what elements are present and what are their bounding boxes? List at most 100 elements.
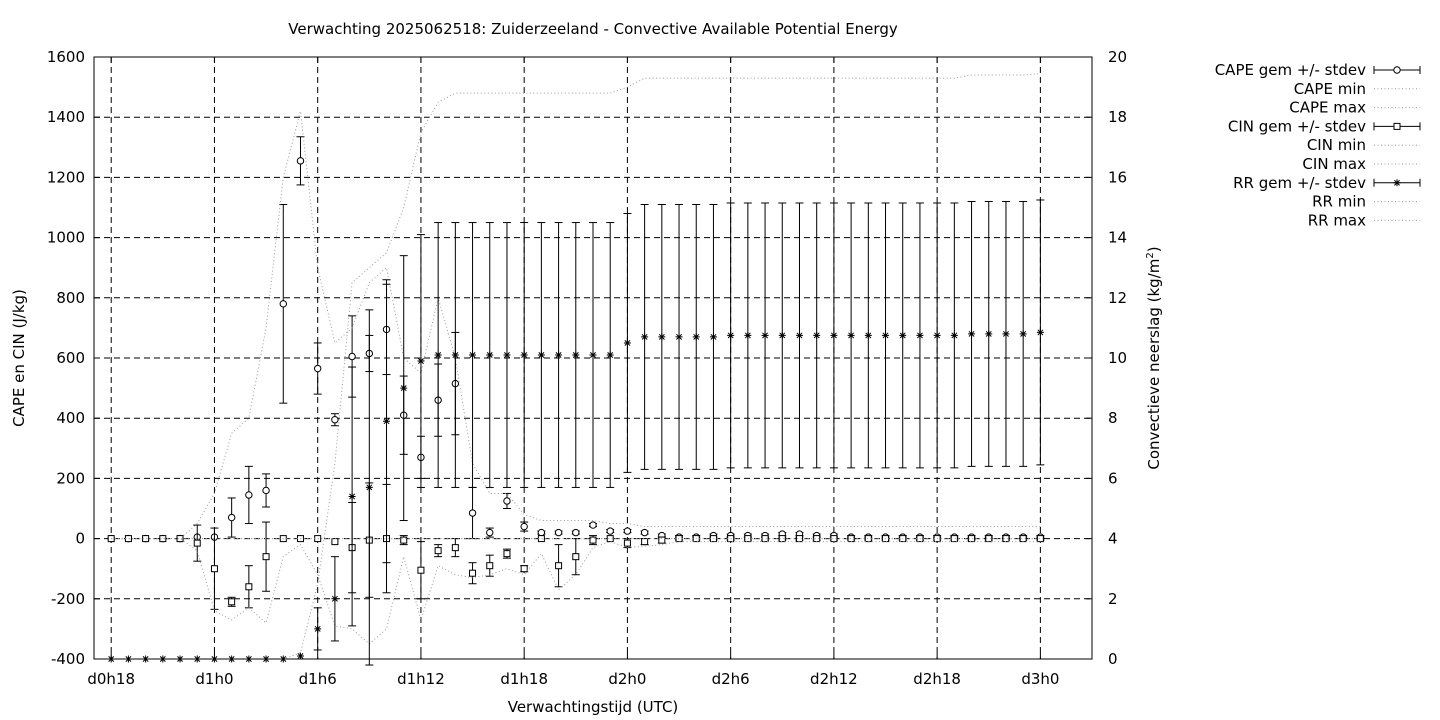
point-marker-circle: [468, 509, 477, 517]
y2-tick-label: 18: [1108, 108, 1127, 126]
legend-label: CIN min: [1307, 136, 1366, 154]
point-marker-circle: [279, 300, 287, 308]
point-marker-square: [142, 535, 150, 543]
point-marker-star: [331, 595, 339, 603]
point-marker-star: [795, 331, 803, 339]
y-tick-label: 1600: [47, 48, 85, 66]
point-marker-circle: [589, 521, 597, 529]
point-marker-square: [124, 535, 132, 543]
point-marker-circle: [245, 491, 253, 499]
legend-item: CIN max: [1302, 155, 1420, 173]
y-tick-label: -400: [51, 650, 85, 668]
point-marker-star: [1002, 330, 1010, 338]
legend-label: RR min: [1312, 193, 1366, 211]
point-marker-star: [847, 331, 855, 339]
legend-label: CAPE gem +/- stdev: [1215, 61, 1366, 79]
point-marker-square: [400, 536, 408, 544]
point-marker-circle: [486, 528, 494, 537]
point-marker-star: [778, 331, 786, 339]
point-marker-square: [210, 565, 218, 573]
y2-tick-label: 0: [1108, 650, 1118, 668]
point-marker-circle: [313, 364, 322, 373]
y2-axis-label-main: Convectieve neerslag (kg/m: [1145, 259, 1163, 470]
y2-tick-label: 4: [1108, 530, 1118, 548]
point-marker-star: [968, 330, 976, 338]
legend-label: CIN max: [1302, 155, 1366, 173]
point-marker-square: [503, 550, 511, 558]
series-cape-max: [111, 111, 1041, 540]
y-axis-label: CAPE en CIN (J/kg): [10, 289, 28, 427]
point-marker-square: [434, 547, 442, 555]
y-tick-label: 800: [56, 289, 85, 307]
point-marker-square: [744, 535, 752, 543]
point-marker-star: [899, 331, 907, 339]
point-marker-star: [469, 351, 477, 359]
x-axis-label: Verwachtingstijd (UTC): [508, 698, 679, 716]
y2-tick-label: 12: [1108, 289, 1127, 307]
point-marker-square: [847, 535, 855, 543]
point-marker-square: [537, 535, 545, 543]
point-marker-star: [916, 331, 924, 339]
x-tick-label: d1h12: [397, 670, 445, 688]
point-marker-square: [176, 535, 184, 543]
point-marker-square: [950, 535, 958, 543]
point-marker-star: [520, 351, 528, 359]
point-marker-circle: [640, 528, 649, 537]
y2-axis-label-sup: 2: [1145, 252, 1156, 258]
point-marker-square: [864, 535, 872, 543]
x-tick-label: d0h18: [87, 670, 135, 688]
point-marker-square: [1002, 535, 1010, 543]
legend-item: RR max: [1308, 211, 1420, 229]
point-marker-star: [692, 333, 700, 341]
point-marker-star: [985, 330, 993, 338]
y2-tick-label: 2: [1108, 590, 1118, 608]
point-marker-square: [331, 538, 339, 546]
point-marker-circle: [296, 157, 305, 165]
point-marker-square: [193, 539, 201, 547]
y-tick-label: 200: [56, 469, 85, 487]
point-marker-square: [572, 553, 580, 561]
point-marker-square: [658, 536, 666, 544]
legend-item: CIN min: [1307, 136, 1420, 154]
point-marker-star: [383, 417, 391, 425]
point-marker-square: [623, 539, 631, 547]
y2-tick-label: 20: [1108, 48, 1127, 66]
point-marker-square: [606, 535, 614, 543]
point-marker-circle: [537, 528, 546, 537]
point-marker-square: [451, 544, 459, 552]
legend-item: CAPE gem +/- stdev: [1215, 61, 1421, 79]
legend-label: CAPE max: [1289, 99, 1366, 117]
point-marker-star: [606, 351, 614, 359]
point-marker-square: [727, 535, 735, 543]
point-marker-square: [245, 583, 253, 591]
point-marker-star: [864, 331, 872, 339]
legend-label: CAPE min: [1294, 80, 1366, 98]
point-marker-star: [486, 351, 494, 359]
point-marker-star: [348, 492, 356, 500]
point-marker-circle: [606, 527, 614, 535]
point-marker-star: [1019, 330, 1027, 338]
legend-label: RR gem +/- stdev: [1233, 174, 1366, 192]
point-marker-square: [761, 535, 769, 543]
point-marker-circle: [623, 527, 632, 535]
point-marker-star: [830, 331, 838, 339]
point-marker-square: [968, 535, 976, 543]
point-marker-square: [262, 553, 270, 561]
x-tick-label: d2h12: [810, 670, 858, 688]
point-marker-circle: [1393, 66, 1401, 74]
y-tick-label: 600: [56, 349, 85, 367]
series-rr-gem-stdev: [107, 199, 1045, 666]
point-marker-star: [365, 483, 373, 491]
point-marker-star: [503, 351, 511, 359]
point-marker-circle: [348, 352, 356, 361]
x-tick-label: d2h0: [608, 670, 646, 688]
point-marker-star: [744, 331, 752, 339]
point-marker-square: [314, 535, 322, 543]
point-marker-star: [555, 351, 563, 359]
chart-title: Verwachting 2025062518: Zuiderzeeland - …: [288, 20, 898, 38]
x-tick-label: d3h0: [1021, 670, 1059, 688]
point-marker-circle: [554, 528, 563, 537]
y2-axis-label: Convectieve neerslag (kg/m2): [1145, 246, 1163, 469]
